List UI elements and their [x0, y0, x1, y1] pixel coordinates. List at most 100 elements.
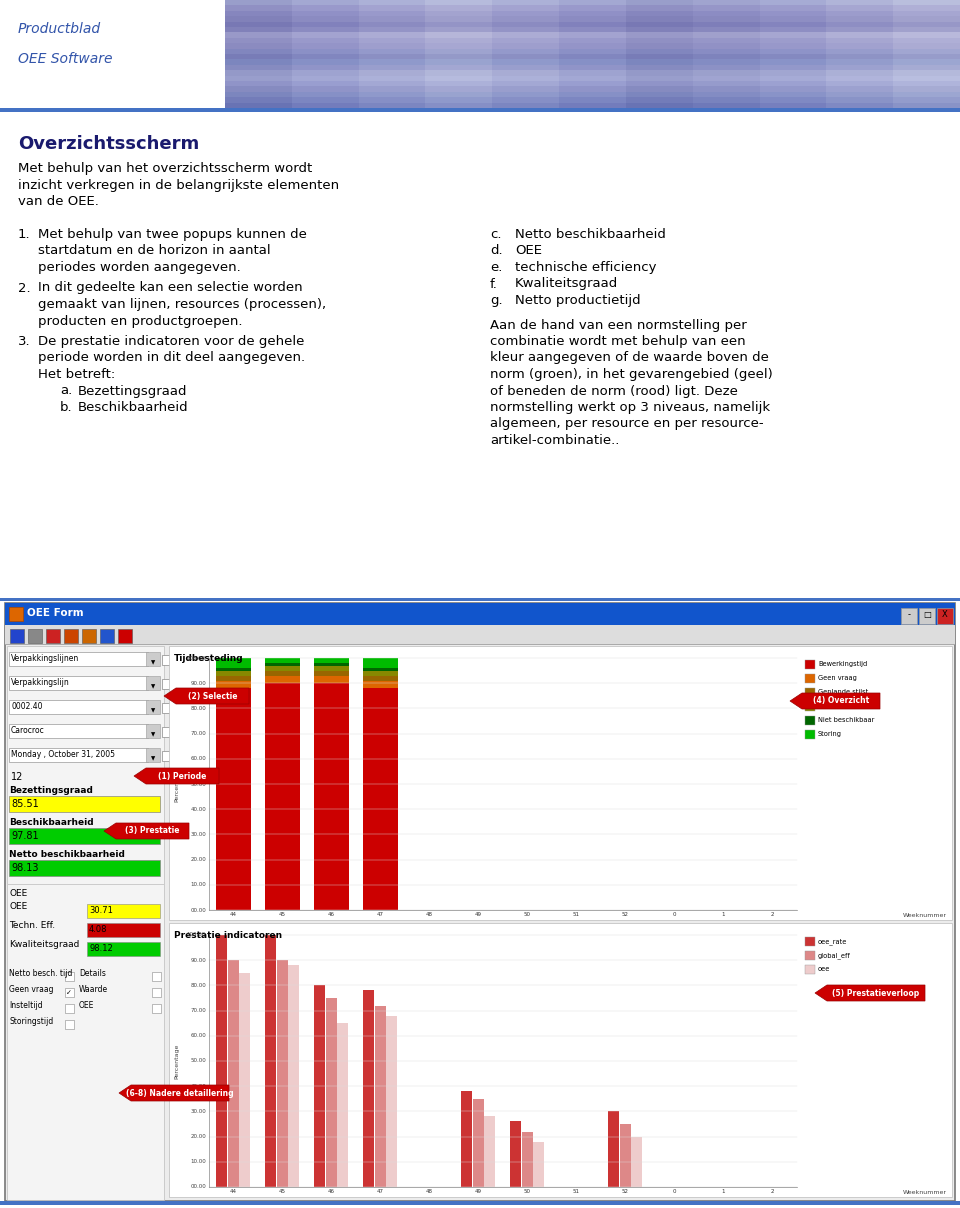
Bar — [162, 751, 172, 761]
Polygon shape — [790, 693, 880, 709]
Bar — [522, 1132, 533, 1187]
Text: (5) Prestatieverloop: (5) Prestatieverloop — [832, 988, 920, 998]
Bar — [225, 31, 960, 37]
Bar — [225, 42, 960, 48]
Bar — [46, 629, 60, 643]
Bar — [225, 81, 960, 87]
Bar — [805, 660, 815, 669]
Bar — [805, 730, 815, 739]
Text: 50.00: 50.00 — [190, 782, 206, 786]
Bar — [64, 629, 78, 643]
Bar — [65, 988, 74, 997]
Bar — [359, 0, 425, 108]
Text: (1) Periode: (1) Periode — [158, 772, 206, 780]
Text: 44: 44 — [230, 912, 237, 917]
Text: b.: b. — [60, 401, 73, 414]
Bar — [162, 703, 172, 713]
Text: Weeknummer: Weeknummer — [903, 1190, 947, 1195]
Text: technische efficiency: technische efficiency — [515, 261, 657, 274]
Text: 45: 45 — [279, 912, 286, 917]
Bar — [472, 1099, 484, 1187]
Bar — [265, 670, 300, 675]
Text: Monday , October 31, 2005: Monday , October 31, 2005 — [11, 750, 115, 759]
Bar — [620, 1123, 631, 1187]
Bar — [162, 655, 172, 664]
Bar — [511, 1121, 521, 1187]
Text: producten en productgroepen.: producten en productgroepen. — [38, 314, 243, 327]
Bar — [265, 675, 300, 684]
Text: Overzichtsscherm: Overzichtsscherm — [18, 135, 200, 153]
Bar — [169, 923, 952, 1197]
Bar — [216, 680, 251, 689]
Bar — [216, 935, 228, 1187]
Text: Prestatie indicatoren: Prestatie indicatoren — [174, 931, 282, 940]
Text: ▼: ▼ — [151, 660, 156, 664]
Text: Insteltijd: Insteltijd — [818, 703, 847, 709]
Text: normstelling werkt op 3 niveaus, namelijk: normstelling werkt op 3 niveaus, namelij… — [490, 401, 770, 414]
Bar — [759, 0, 827, 108]
Bar — [265, 663, 300, 666]
Bar — [363, 658, 397, 668]
Bar — [228, 960, 239, 1187]
Bar — [216, 658, 251, 668]
Bar — [386, 1016, 397, 1187]
Text: 48: 48 — [426, 1189, 433, 1194]
Bar — [9, 860, 160, 876]
Bar — [152, 1004, 161, 1014]
Text: 80.00: 80.00 — [190, 983, 206, 988]
Bar — [314, 658, 348, 663]
Bar — [314, 986, 325, 1187]
Bar — [374, 1005, 386, 1187]
Bar — [82, 629, 96, 643]
Text: 52: 52 — [622, 912, 629, 917]
Text: 4.08: 4.08 — [89, 925, 108, 934]
Bar — [484, 1116, 495, 1187]
Text: 48: 48 — [426, 912, 433, 917]
Bar — [805, 951, 815, 960]
Text: 1: 1 — [722, 912, 725, 917]
Text: 49: 49 — [475, 912, 482, 917]
Text: 40.00: 40.00 — [190, 1084, 206, 1088]
Bar — [146, 676, 160, 690]
Bar — [559, 0, 626, 108]
Text: 30.71: 30.71 — [89, 906, 113, 914]
Bar — [363, 668, 397, 670]
Bar — [225, 64, 960, 70]
Text: 00.00: 00.00 — [190, 907, 206, 912]
Bar — [533, 1142, 544, 1187]
Bar — [146, 748, 160, 762]
Bar — [288, 965, 300, 1187]
Text: Geen vraag: Geen vraag — [9, 985, 54, 994]
Bar — [216, 689, 251, 910]
Text: Insteltijd: Insteltijd — [9, 1001, 42, 1010]
Bar — [265, 658, 300, 663]
Bar — [225, 48, 960, 54]
Bar — [626, 0, 693, 108]
Text: 50: 50 — [524, 1189, 531, 1194]
Text: Storingstijd: Storingstijd — [9, 1017, 53, 1026]
Bar — [827, 0, 893, 108]
Bar — [425, 0, 492, 108]
Bar — [276, 960, 288, 1187]
Bar — [314, 675, 348, 684]
Text: 0002.40: 0002.40 — [11, 702, 42, 712]
Bar — [0, 1201, 960, 1206]
Text: 10.00: 10.00 — [190, 882, 206, 888]
Text: 100.00: 100.00 — [187, 933, 206, 937]
Text: ▼: ▼ — [151, 732, 156, 737]
Text: (2) Selectie: (2) Selectie — [188, 691, 237, 701]
Text: artikel-combinatie..: artikel-combinatie.. — [490, 434, 619, 447]
Bar — [146, 699, 160, 714]
Text: 97.81: 97.81 — [11, 831, 38, 841]
Text: Tijdbesteding: Tijdbesteding — [174, 654, 244, 663]
Bar — [0, 108, 960, 112]
Text: ▼: ▼ — [151, 708, 156, 713]
Polygon shape — [119, 1085, 229, 1100]
Text: 1: 1 — [722, 1189, 725, 1194]
Bar — [216, 675, 251, 680]
Polygon shape — [134, 768, 219, 784]
Bar — [805, 965, 815, 974]
Bar — [805, 702, 815, 712]
Text: Met behulp van het overzichtsscherm wordt: Met behulp van het overzichtsscherm word… — [18, 162, 312, 175]
Text: X: X — [942, 610, 948, 618]
